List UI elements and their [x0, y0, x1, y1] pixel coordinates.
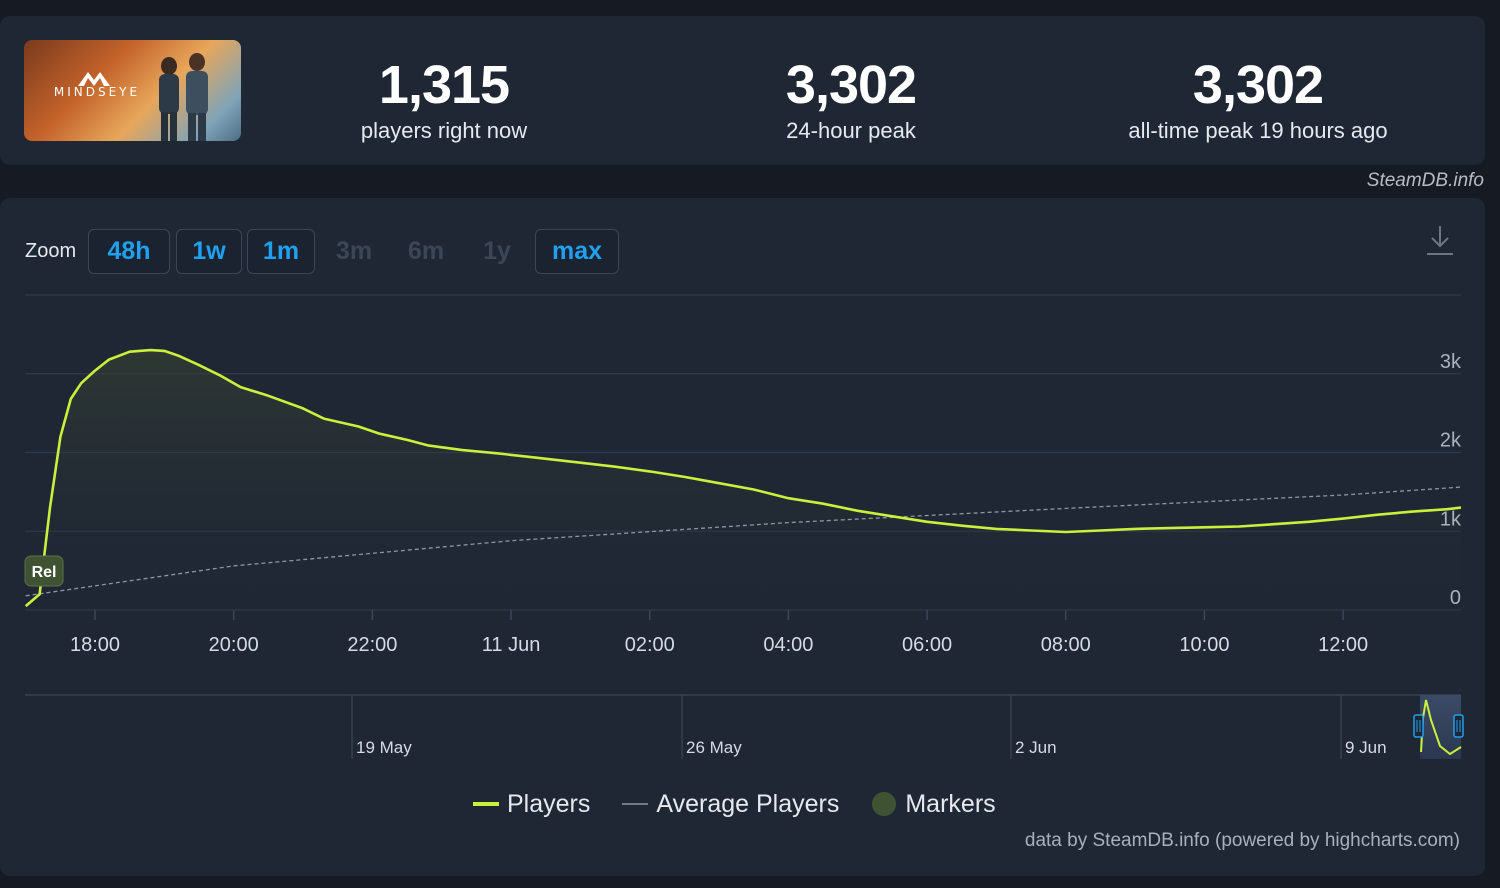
legend-markers-label: Markers: [905, 789, 996, 818]
stat-all-time-peak: 3,302 all-time peak 19 hours ago: [1078, 56, 1438, 144]
chart-card: Zoom 48h 1w 1m 3m 6m 1y max 0 1k 2k 3k 18:0…: [0, 198, 1485, 876]
legend-average-players[interactable]: Average Players: [622, 790, 839, 819]
zoom-label: Zoom: [25, 240, 77, 262]
x-tick-label: 11 Jun: [482, 634, 541, 656]
navigator-date-label: 9 Jun: [1345, 738, 1387, 757]
download-icon[interactable]: [1425, 224, 1455, 256]
zoom-1m-button[interactable]: 1m: [247, 229, 315, 274]
zoom-1y-button: 1y: [483, 237, 511, 265]
markers: Rel: [24, 555, 64, 587]
legend-average-swatch: [622, 803, 649, 805]
players-area: [25, 350, 1462, 610]
y-axis-labels: 0 1k 2k 3k: [1440, 351, 1462, 609]
stats-card: MINDSEYE 1,315 players right now 3,302 2…: [0, 16, 1485, 165]
logo-icon: [78, 72, 110, 86]
game-thumbnail[interactable]: MINDSEYE: [24, 40, 241, 141]
x-tick-label: 08:00: [1041, 634, 1091, 656]
x-tick-label: 10:00: [1179, 634, 1229, 656]
x-tick-label: 06:00: [902, 634, 952, 656]
navigator-date-label: 19 May: [356, 738, 412, 757]
legend-players[interactable]: Players: [473, 790, 590, 819]
game-logo-text: MINDSEYE: [53, 85, 141, 99]
all-time-peak-label: all-time peak 19 hours ago: [1128, 118, 1388, 143]
release-marker-label: Rel: [32, 564, 57, 581]
players-series: [24, 348, 1462, 608]
navigator-date-label: 26 May: [686, 738, 742, 757]
players-line: [24, 348, 1462, 608]
all-time-peak-value: 3,302: [1192, 55, 1324, 115]
current-players-value: 1,315: [378, 55, 510, 115]
x-axis-labels: 18:00 20:00 22:00 11 Jun 02:00 04:00 06:00 08:0…: [70, 610, 1368, 656]
steamdb-credit[interactable]: SteamDB.info: [1366, 170, 1484, 191]
y-tick-label: 1k: [1440, 508, 1462, 530]
navigator-handle-left: [1413, 714, 1424, 738]
players-area-fill: [25, 350, 1462, 610]
current-players-label: players right now: [360, 118, 528, 143]
chart-legend: Players Average Players Markers: [473, 788, 1028, 820]
legend-markers[interactable]: Markers: [871, 789, 996, 819]
game-characters-art: [159, 53, 208, 141]
range-navigator[interactable]: 19 May 26 May 2 Jun 9 Jun: [25, 694, 1464, 759]
zoom-3m-button: 3m: [335, 237, 373, 265]
average-players-series: [25, 486, 1462, 597]
legend-players-swatch: [473, 802, 499, 806]
zoom-48h-button[interactable]: 48h: [88, 229, 170, 274]
release-marker: [24, 555, 64, 587]
player-count-chart: 0 1k 2k 3k 18:00 20:00 22:00 11 Jun 02:00 04:00 0…: [24, 294, 1464, 759]
zoom-max-button[interactable]: max: [535, 229, 619, 274]
y-tick-label: 2k: [1440, 430, 1462, 452]
legend-players-label: Players: [507, 789, 591, 818]
x-tick-label: 12:00: [1318, 634, 1368, 656]
legend-average-label: Average Players: [656, 789, 840, 818]
x-tick-label: 20:00: [209, 634, 259, 656]
peak-24h-value: 3,302: [785, 55, 917, 115]
average-players-line: [25, 486, 1462, 597]
x-tick-label: 18:00: [70, 634, 120, 656]
legend-markers-swatch: [872, 792, 897, 816]
highcharts-credit[interactable]: data by SteamDB.info (powered by highcha…: [1024, 830, 1460, 851]
navigator-date-label: 2 Jun: [1015, 738, 1057, 757]
x-tick-label: 04:00: [763, 634, 813, 656]
zoom-6m-button: 6m: [407, 237, 445, 265]
peak-24h-label: 24-hour peak: [786, 118, 916, 143]
y-tick-label: 0: [1450, 587, 1461, 609]
x-tick-label: 02:00: [625, 634, 675, 656]
stat-current-players: 1,315 players right now: [264, 56, 624, 144]
stat-24h-peak: 3,302 24-hour peak: [671, 56, 1031, 144]
navigator-handle-right: [1453, 714, 1464, 738]
zoom-1w-button[interactable]: 1w: [176, 229, 242, 274]
y-tick-label: 3k: [1440, 351, 1462, 373]
x-tick-label: 22:00: [347, 634, 397, 656]
